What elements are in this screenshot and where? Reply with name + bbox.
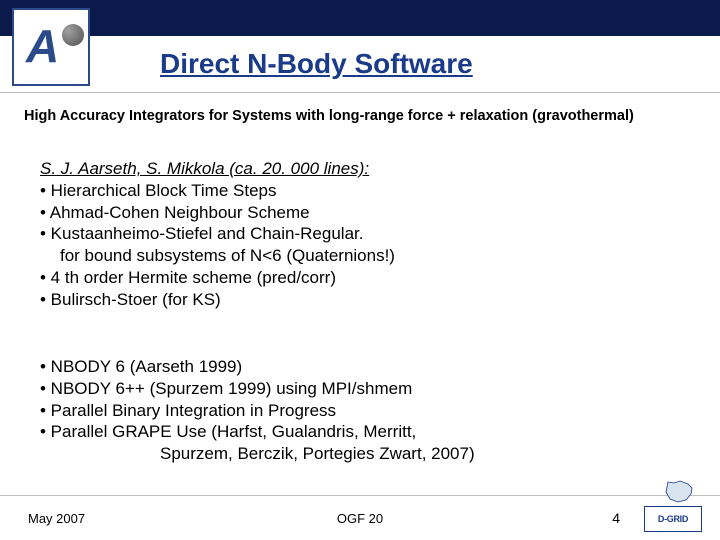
footer-rule xyxy=(0,495,720,496)
top-bar xyxy=(0,0,720,36)
block1-item: for bound subsystems of N<6 (Quaternions… xyxy=(40,245,680,267)
block2-item: • NBODY 6++ (Spurzem 1999) using MPI/shm… xyxy=(40,378,690,400)
content-block-2: • NBODY 6 (Aarseth 1999) • NBODY 6++ (Sp… xyxy=(40,356,690,465)
block1-item: • Kustaanheimo-Stiefel and Chain-Regular… xyxy=(40,223,680,245)
logo-sphere-icon xyxy=(62,24,84,46)
footer: May 2007 OGF 20 4 D-GRID xyxy=(0,500,720,540)
subtitle: High Accuracy Integrators for Systems wi… xyxy=(24,108,696,124)
block1-item: • Ahmad-Cohen Neighbour Scheme xyxy=(40,202,680,224)
footer-date: May 2007 xyxy=(28,511,85,526)
footer-event: OGF 20 xyxy=(337,511,383,526)
block1-item: • 4 th order Hermite scheme (pred/corr) xyxy=(40,267,680,289)
logo-letter: A xyxy=(26,20,59,72)
logo-ag: A xyxy=(12,8,90,86)
title-area: Direct N-Body Software xyxy=(160,48,690,80)
block2-item: Spurzem, Berczik, Portegies Zwart, 2007) xyxy=(40,443,690,465)
dgrid-logo: D-GRID xyxy=(644,506,702,532)
block2-item: • Parallel Binary Integration in Progres… xyxy=(40,400,690,422)
germany-map-icon xyxy=(658,480,702,504)
content-block-1: S. J. Aarseth, S. Mikkola (ca. 20. 000 l… xyxy=(40,158,680,310)
block2-item: • Parallel GRAPE Use (Harfst, Gualandris… xyxy=(40,421,690,443)
block1-item: • Hierarchical Block Time Steps xyxy=(40,180,680,202)
block2-item: • NBODY 6 (Aarseth 1999) xyxy=(40,356,690,378)
footer-page-number: 4 xyxy=(612,510,620,526)
slide-title: Direct N-Body Software xyxy=(160,48,690,80)
dgrid-logo-text: D-GRID xyxy=(658,514,688,524)
title-rule xyxy=(0,92,720,93)
block1-heading: S. J. Aarseth, S. Mikkola (ca. 20. 000 l… xyxy=(40,158,680,180)
block1-item: • Bulirsch-Stoer (for KS) xyxy=(40,289,680,311)
